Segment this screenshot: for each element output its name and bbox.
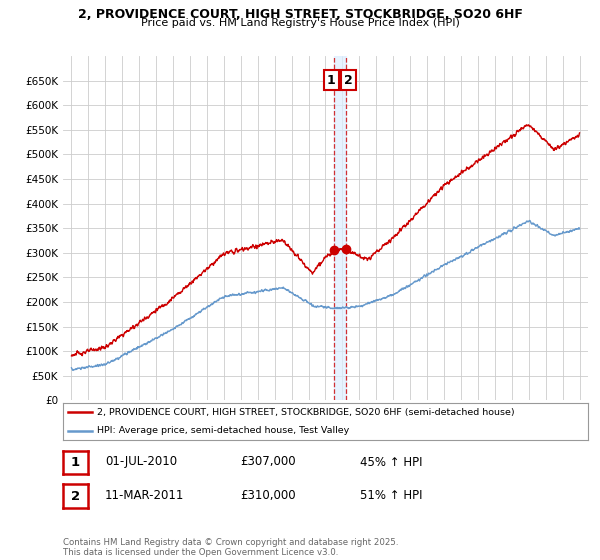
Text: £310,000: £310,000 xyxy=(240,489,296,502)
Text: 2: 2 xyxy=(344,73,353,87)
Text: 2, PROVIDENCE COURT, HIGH STREET, STOCKBRIDGE, SO20 6HF (semi-detached house): 2, PROVIDENCE COURT, HIGH STREET, STOCKB… xyxy=(97,408,515,417)
Text: 01-JUL-2010: 01-JUL-2010 xyxy=(105,455,177,469)
Text: 11-MAR-2011: 11-MAR-2011 xyxy=(105,489,184,502)
Text: 2: 2 xyxy=(71,489,80,503)
Text: 51% ↑ HPI: 51% ↑ HPI xyxy=(360,489,422,502)
Bar xyxy=(334,56,346,400)
Text: 1: 1 xyxy=(327,73,336,87)
Text: 1: 1 xyxy=(71,456,80,469)
Text: Price paid vs. HM Land Registry's House Price Index (HPI): Price paid vs. HM Land Registry's House … xyxy=(140,18,460,29)
Text: HPI: Average price, semi-detached house, Test Valley: HPI: Average price, semi-detached house,… xyxy=(97,426,349,435)
Text: 45% ↑ HPI: 45% ↑ HPI xyxy=(360,455,422,469)
Text: £307,000: £307,000 xyxy=(240,455,296,469)
Text: Contains HM Land Registry data © Crown copyright and database right 2025.
This d: Contains HM Land Registry data © Crown c… xyxy=(63,538,398,557)
Text: 2, PROVIDENCE COURT, HIGH STREET, STOCKBRIDGE, SO20 6HF: 2, PROVIDENCE COURT, HIGH STREET, STOCKB… xyxy=(77,8,523,21)
